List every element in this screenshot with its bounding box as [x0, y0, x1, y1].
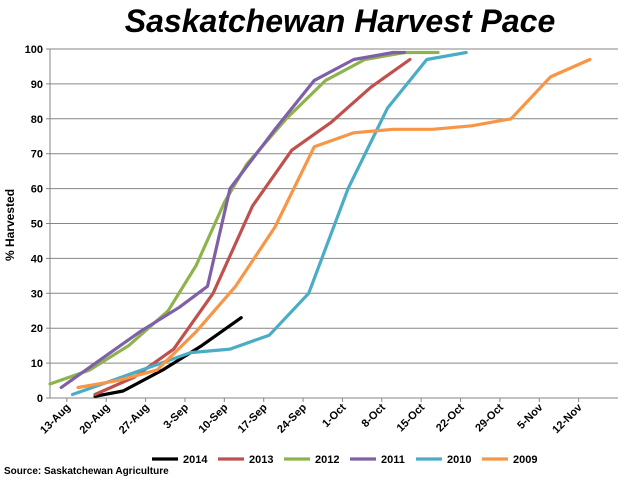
- x-tick-label: 12-Nov: [550, 401, 585, 436]
- x-tick-label: 22-Oct: [434, 401, 467, 434]
- legend-label: 2009: [513, 454, 537, 466]
- series-line-2009: [76, 57, 592, 390]
- series-line-2013: [93, 57, 412, 397]
- legend-item-2013: 2013: [218, 454, 273, 466]
- legend-item-2009: 2009: [482, 454, 537, 466]
- legend: 2014 2013 2012 2011 2010 2009: [152, 454, 537, 466]
- y-axis-label: % Harvested: [3, 189, 17, 261]
- y-tick-label: 50: [31, 219, 43, 231]
- x-tick-labels: 13-Aug 20-Aug 27-Aug 3-Sep 10-Sep 17-Sep 24-Se…: [38, 401, 585, 436]
- y-tick-labels: 0 10 20 30 40 50 60 70 80 90 100: [25, 44, 43, 405]
- series-lines: [48, 50, 592, 398]
- y-tick-label: 30: [31, 288, 43, 300]
- x-tick-label: 13-Aug: [38, 402, 73, 437]
- y-tick-label: 0: [37, 393, 43, 405]
- x-tick-label: 15-Oct: [395, 401, 428, 434]
- legend-label: 2013: [249, 454, 273, 466]
- x-tick-label: 3-Sep: [161, 401, 191, 431]
- axes: [46, 48, 618, 402]
- legend-item-2011: 2011: [350, 454, 405, 466]
- legend-label: 2011: [381, 454, 405, 466]
- x-tick-label: 10-Sep: [196, 401, 230, 435]
- legend-label: 2010: [447, 454, 471, 466]
- y-tick-label: 20: [31, 323, 43, 335]
- series-line-2014: [93, 316, 243, 398]
- series-line-2012: [48, 50, 440, 386]
- source-note: Source: Saskatchewan Agriculture: [4, 466, 169, 477]
- y-tick-label: 60: [31, 184, 43, 196]
- x-tick-label: 27-Aug: [117, 402, 152, 437]
- y-tick-label: 70: [31, 149, 43, 161]
- x-tick-label: 17-Sep: [236, 401, 270, 435]
- series-line-2011: [59, 50, 406, 390]
- series-line-2010: [70, 50, 468, 397]
- legend-item-2010: 2010: [416, 454, 471, 466]
- y-tick-label: 80: [31, 114, 43, 126]
- legend-label: 2014: [183, 454, 208, 466]
- legend-item-2014: 2014: [152, 454, 208, 466]
- y-tick-label: 40: [31, 253, 43, 265]
- legend-item-2012: 2012: [284, 454, 339, 466]
- x-tick-label: 8-Oct: [360, 401, 389, 430]
- legend-label: 2012: [315, 454, 339, 466]
- y-tick-label: 100: [25, 44, 43, 56]
- y-tick-label: 90: [31, 79, 43, 91]
- x-tick-label: 24-Sep: [275, 401, 309, 435]
- x-tick-label: 5-Nov: [515, 401, 546, 432]
- x-tick-label: 20-Aug: [78, 402, 113, 437]
- y-tick-label: 10: [31, 358, 43, 370]
- x-tick-label: 1-Oct: [320, 401, 349, 430]
- x-tick-label: 29-Oct: [473, 401, 506, 434]
- chart-title: Saskatchewan Harvest Pace: [125, 3, 555, 39]
